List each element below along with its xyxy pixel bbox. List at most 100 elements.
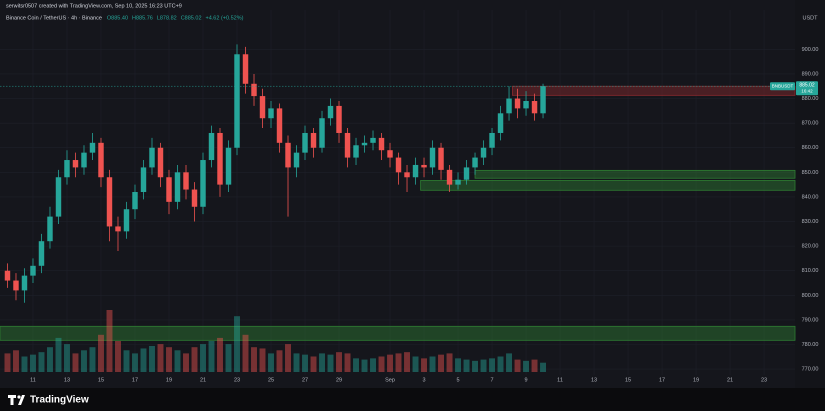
candle-body	[378, 137, 385, 151]
volume-bar	[412, 356, 419, 372]
candle-body	[395, 157, 402, 173]
candle-body	[531, 101, 538, 114]
volume-bar	[47, 347, 53, 372]
candle-body	[404, 172, 410, 178]
candle-body	[421, 164, 427, 168]
candle-body	[523, 101, 529, 109]
candle-body	[38, 241, 45, 266]
volume-bar	[149, 345, 155, 372]
footer-logo	[8, 395, 25, 405]
candle-body	[208, 132, 215, 161]
candle-body	[55, 177, 62, 217]
y-tick-label: 860.00	[802, 145, 819, 151]
candle-body	[446, 169, 453, 185]
candle-body	[276, 108, 283, 143]
volume-bar	[140, 348, 147, 372]
volume-bar	[4, 353, 11, 372]
x-tick-label: 17	[659, 377, 665, 383]
x-tick-label: 9	[525, 377, 528, 383]
candle-body	[191, 189, 198, 207]
candle-body	[293, 152, 300, 168]
x-tick-label: 27	[302, 377, 308, 383]
volume-bar	[302, 354, 308, 372]
candle-body	[200, 160, 206, 207]
candle-body	[438, 147, 444, 170]
volume-bar	[429, 356, 436, 372]
volume-bar	[217, 337, 223, 372]
candle-body	[242, 54, 249, 84]
volume-bar	[157, 344, 164, 372]
candle-body	[157, 147, 164, 178]
x-tick-label: 29	[336, 377, 342, 383]
volume-bar	[497, 356, 504, 372]
volume-bar	[64, 344, 70, 372]
volume-bar	[123, 350, 130, 372]
y-tick-label: 780.00	[802, 342, 819, 348]
candle-body	[13, 280, 19, 291]
candle-body	[47, 216, 53, 242]
candle-body	[302, 132, 308, 153]
x-tick-label: 7	[490, 377, 493, 383]
y-tick-label: 830.00	[802, 219, 819, 225]
logo-icon	[8, 395, 25, 405]
volume-bar	[327, 354, 334, 372]
volume-bar	[106, 310, 113, 372]
volume-bar	[310, 356, 317, 372]
candle-body	[30, 265, 36, 276]
volume-bar	[21, 356, 28, 372]
y-tick-label: 810.00	[802, 268, 819, 274]
volume-bar	[378, 356, 385, 372]
candle-body	[514, 98, 521, 109]
volume-bar	[438, 354, 444, 372]
volume-bar	[132, 353, 138, 372]
price-tag	[796, 81, 818, 96]
volume-bar	[336, 352, 342, 372]
candle-body	[123, 209, 130, 232]
y-tick-label: 880.00	[802, 96, 819, 102]
volume-bar	[489, 358, 496, 372]
candle-body	[64, 160, 70, 178]
candle-body	[149, 147, 155, 168]
candle-body	[387, 150, 393, 158]
y-tick-label: 890.00	[802, 71, 819, 77]
volume-bar	[166, 347, 172, 372]
volume-bar	[268, 353, 274, 372]
volume-bar	[89, 347, 96, 372]
x-tick-label: 19	[166, 377, 172, 383]
candle-body	[72, 160, 79, 168]
volume-bar	[234, 316, 240, 372]
volume-bar	[30, 354, 36, 372]
footer-bar	[0, 388, 825, 411]
volume-bar	[523, 360, 530, 372]
candle-body	[183, 172, 189, 190]
candle-body	[106, 177, 113, 227]
x-tick-label: 5	[456, 377, 459, 383]
zone	[474, 169, 796, 179]
candle-body	[412, 164, 419, 178]
volume-bar	[353, 358, 359, 372]
volume-bar	[480, 359, 487, 372]
y-tick-label: 820.00	[802, 244, 819, 250]
candle-body	[89, 142, 96, 153]
x-tick-label: 21	[200, 377, 206, 383]
volume-bar	[225, 344, 232, 372]
volume-bar	[361, 359, 368, 372]
volume-bar	[183, 353, 189, 372]
candle-body	[361, 142, 368, 146]
footer-brand: TradingView	[30, 395, 89, 406]
y-tick-label: 790.00	[802, 317, 819, 323]
countdown-label: 16:42	[801, 88, 813, 93]
volume-bar	[404, 352, 410, 372]
x-tick-label: 17	[132, 377, 138, 383]
y-tick-label: 900.00	[802, 47, 819, 53]
volume-bar	[463, 359, 470, 372]
x-tick-label: 19	[693, 377, 699, 383]
x-tick-label: 15	[98, 377, 104, 383]
candle-body	[310, 132, 317, 148]
volume-bar	[293, 353, 300, 372]
candle-body	[166, 177, 172, 202]
candle-body	[353, 145, 359, 158]
x-tick-label: 11	[557, 377, 563, 383]
candle-body	[225, 147, 232, 185]
y-tick-label: 840.00	[802, 194, 819, 200]
